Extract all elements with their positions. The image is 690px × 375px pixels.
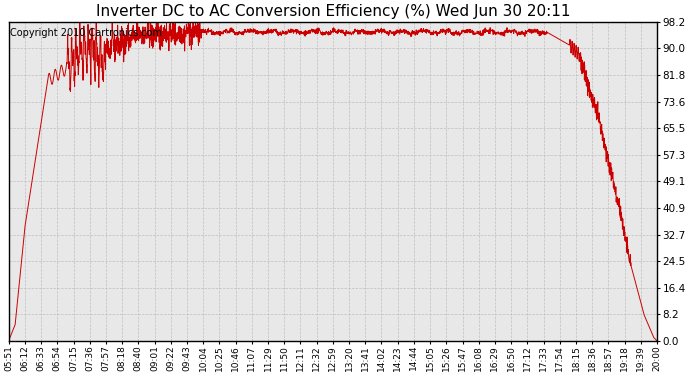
Title: Inverter DC to AC Conversion Efficiency (%) Wed Jun 30 20:11: Inverter DC to AC Conversion Efficiency …: [96, 4, 570, 19]
Text: Copyright 2010 Cartronics.com: Copyright 2010 Cartronics.com: [10, 28, 162, 38]
